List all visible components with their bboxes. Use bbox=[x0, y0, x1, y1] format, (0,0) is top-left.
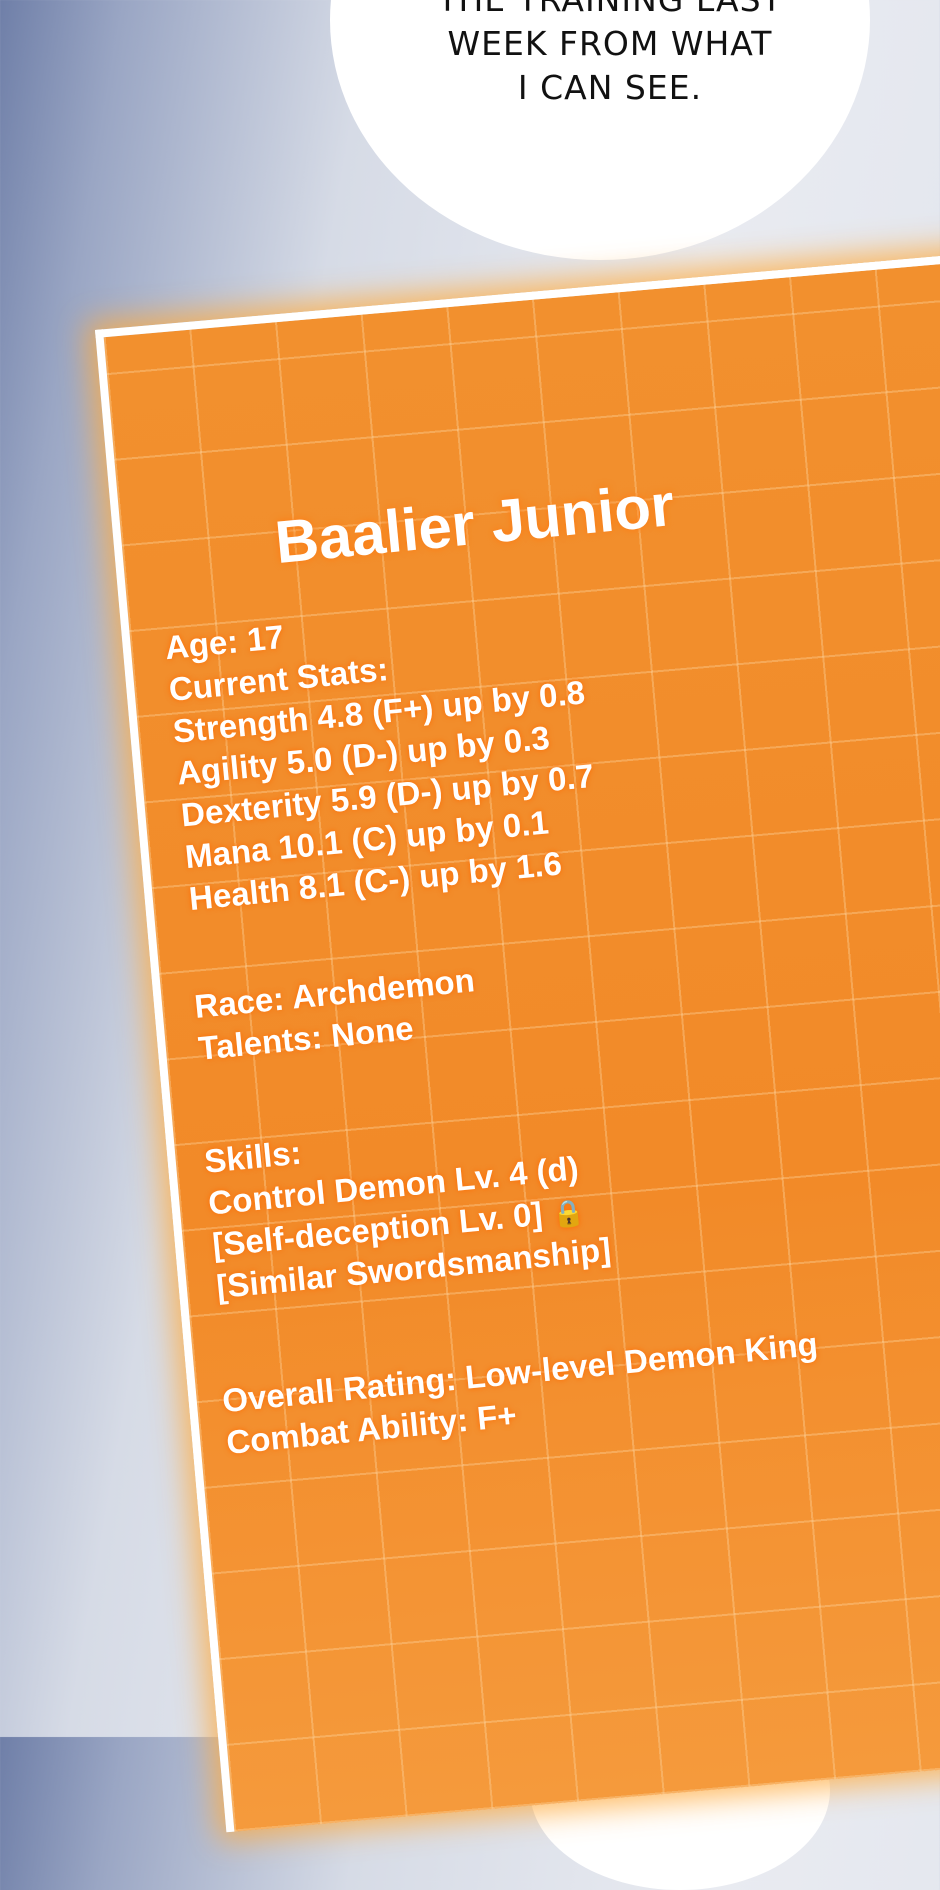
status-content: Baalier Junior Age: 17 Current Stats: St… bbox=[163, 471, 820, 1461]
lock-icon: 🔒 bbox=[550, 1196, 587, 1230]
speech-bubble: THE TRAINING LAST WEEK FROM WHAT I CAN S… bbox=[0, 0, 940, 300]
bubble-line: I CAN SEE. bbox=[517, 68, 703, 107]
skill-line: Skills: bbox=[202, 1133, 303, 1180]
character-name: Baalier Junior bbox=[272, 471, 677, 577]
stat-line: Age: 17 bbox=[163, 617, 286, 667]
bubble-line: WEEK FROM WHAT bbox=[447, 24, 773, 63]
bubble-line: THE TRAINING LAST bbox=[380, 0, 840, 22]
rating-line: Overall Rating: Low-level Demon King bbox=[220, 1325, 820, 1420]
bubble-text: THE TRAINING LAST WEEK FROM WHAT I CAN S… bbox=[380, 0, 840, 110]
